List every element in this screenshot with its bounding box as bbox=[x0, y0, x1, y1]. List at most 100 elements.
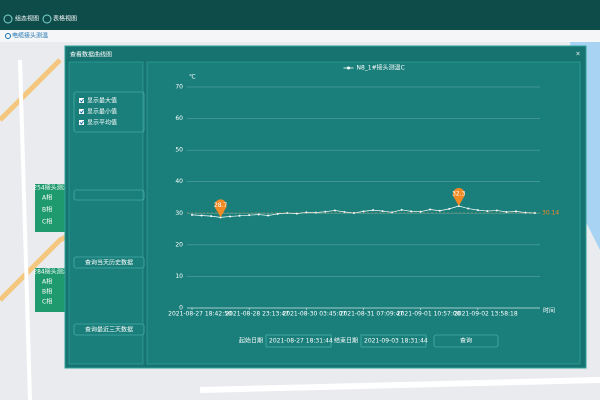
option-label: 显示最小值 bbox=[87, 108, 117, 116]
y-tick-label: 70 bbox=[175, 84, 183, 91]
point bbox=[324, 210, 327, 213]
point bbox=[238, 214, 241, 217]
point bbox=[448, 207, 451, 210]
date-value: 2021-08-27 18:31:44 bbox=[269, 338, 333, 345]
panel-title: 284接头测温 bbox=[33, 268, 68, 276]
y-tick-label: 30 bbox=[175, 210, 183, 217]
point bbox=[276, 212, 279, 215]
point bbox=[467, 207, 470, 210]
point bbox=[419, 210, 422, 213]
button-label: 查询当天历史数据 bbox=[85, 259, 133, 267]
checkbox-box bbox=[79, 120, 84, 125]
panel-bg bbox=[35, 268, 68, 312]
panel-row: A相 bbox=[42, 278, 52, 286]
road bbox=[0, 58, 62, 122]
button-label: 查询最近三天数据 bbox=[85, 326, 133, 334]
tab-icon bbox=[3, 14, 13, 24]
option-label: 显示最大值 bbox=[87, 97, 117, 105]
y-tick-label: 60 bbox=[175, 115, 183, 122]
checkmark bbox=[79, 109, 84, 114]
checkbox[interactable] bbox=[79, 109, 84, 114]
pin-label: 28.7 bbox=[214, 202, 228, 209]
average-label: 30.14 bbox=[542, 209, 559, 216]
date-input[interactable] bbox=[265, 334, 332, 348]
breadcrumb-bar bbox=[0, 30, 600, 42]
breadcrumb[interactable]: 电缆接头测温 bbox=[12, 32, 48, 40]
point bbox=[505, 211, 508, 214]
pin-label: 32.3 bbox=[452, 191, 466, 198]
point bbox=[400, 208, 403, 211]
panel-row: B相 bbox=[42, 206, 52, 214]
panel-row: B相 bbox=[42, 288, 52, 296]
y-axis-label: ℃ bbox=[189, 74, 196, 81]
y-tick-label: 10 bbox=[175, 273, 183, 280]
checkbox-box bbox=[79, 98, 84, 103]
query-button[interactable] bbox=[433, 334, 499, 348]
road bbox=[18, 59, 32, 400]
x-tick-label: 2021-09-01 10:57:00 bbox=[397, 311, 461, 318]
input[interactable] bbox=[73, 189, 145, 201]
y-tick-label: 0 bbox=[179, 305, 183, 312]
point bbox=[438, 209, 441, 212]
point bbox=[352, 211, 355, 214]
date-value: 2021-09-03 18:31:44 bbox=[364, 338, 428, 345]
point bbox=[476, 209, 479, 212]
button[interactable] bbox=[73, 256, 145, 269]
panel-row: C相 bbox=[42, 218, 52, 226]
y-tick-label: 50 bbox=[175, 147, 183, 154]
legend-label: N8_1#接头测温C bbox=[357, 64, 405, 72]
option-label: 显示平均值 bbox=[87, 119, 117, 127]
point bbox=[486, 210, 489, 213]
button-label: 查询 bbox=[460, 337, 472, 345]
panel-row: A相 bbox=[42, 194, 52, 202]
x-tick-label: 2021-08-28 23:13:47 bbox=[225, 311, 289, 318]
point bbox=[210, 215, 213, 218]
tab[interactable]: 表格视图 bbox=[53, 15, 77, 23]
pin bbox=[452, 188, 465, 207]
tab[interactable]: 组态视图 bbox=[15, 15, 39, 23]
tab-icon bbox=[42, 14, 52, 24]
date-input[interactable] bbox=[360, 334, 427, 348]
panel-row: C相 bbox=[42, 298, 52, 306]
panel-bg bbox=[35, 184, 68, 232]
point bbox=[248, 214, 251, 217]
button[interactable] bbox=[73, 323, 145, 336]
date-label: 起始日期 bbox=[239, 337, 263, 345]
point bbox=[524, 211, 527, 214]
breadcrumb-icon bbox=[5, 33, 11, 39]
point bbox=[362, 210, 365, 213]
x-axis-label: 时间 bbox=[543, 307, 555, 315]
point bbox=[229, 215, 232, 218]
point bbox=[200, 214, 203, 217]
y-tick-label: 20 bbox=[175, 241, 183, 248]
checkbox[interactable] bbox=[79, 120, 84, 125]
map-panel: 254接头测温 A相 B相 C相 284接头测温 A相 B相 C相 bbox=[33, 184, 69, 312]
top-bar bbox=[0, 0, 600, 30]
point bbox=[191, 213, 193, 216]
checkbox[interactable] bbox=[79, 98, 84, 103]
pin bbox=[214, 199, 227, 218]
checkmark bbox=[79, 120, 84, 125]
point bbox=[267, 214, 270, 217]
dialog-title: 查看数据曲线图 bbox=[70, 51, 112, 59]
point bbox=[410, 210, 413, 213]
point bbox=[333, 209, 336, 212]
point bbox=[295, 212, 298, 215]
checkbox-box bbox=[79, 109, 84, 114]
point bbox=[372, 209, 375, 212]
checkmark bbox=[79, 98, 84, 103]
x-tick-label: 2021-08-30 03:45:07 bbox=[282, 311, 346, 318]
y-tick-label: 40 bbox=[175, 178, 183, 185]
panel-title: 254接头测温 bbox=[33, 184, 68, 192]
point bbox=[381, 210, 384, 213]
close-button[interactable]: × bbox=[575, 51, 580, 58]
road bbox=[199, 377, 600, 393]
point bbox=[343, 211, 346, 214]
point bbox=[257, 213, 260, 216]
x-tick-label: 2021-08-31 07:09:47 bbox=[340, 311, 404, 318]
point bbox=[305, 211, 308, 214]
legend-marker bbox=[347, 66, 350, 70]
options-box bbox=[73, 91, 145, 133]
date-label: 结束日期 bbox=[334, 337, 358, 345]
